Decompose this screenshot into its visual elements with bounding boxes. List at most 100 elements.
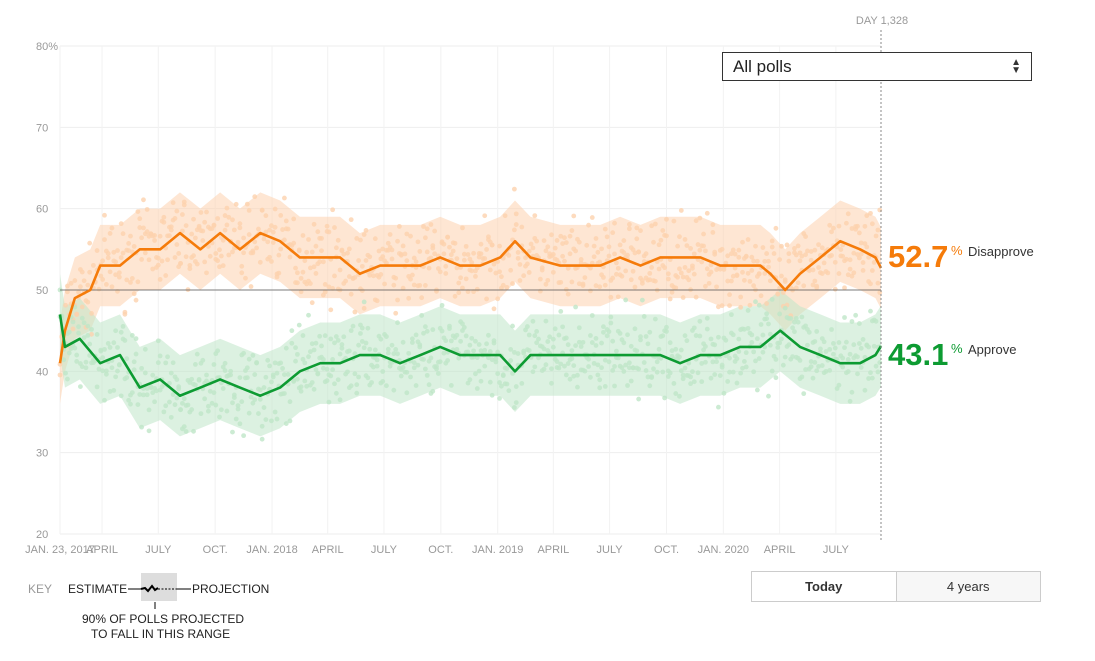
disapprove-poll-dot bbox=[359, 263, 365, 269]
disapprove-poll-dot bbox=[231, 227, 237, 233]
approve-poll-dot bbox=[634, 348, 640, 354]
disapprove-poll-dot bbox=[283, 218, 289, 224]
approve-poll-dot bbox=[139, 365, 145, 371]
approve-poll-dot bbox=[810, 375, 816, 381]
disapprove-poll-dot bbox=[805, 248, 810, 254]
approve-poll-dot bbox=[154, 388, 159, 394]
disapprove-poll-dot bbox=[113, 259, 119, 265]
disapprove-poll-dot bbox=[691, 271, 697, 277]
approve-poll-dot bbox=[294, 376, 300, 382]
disapprove-poll-dot bbox=[630, 268, 636, 274]
approve-poll-dot bbox=[309, 341, 315, 347]
disapprove-poll-dot bbox=[675, 243, 681, 249]
approve-poll-dot bbox=[426, 382, 432, 388]
approve-poll-dot bbox=[326, 399, 332, 405]
disapprove-poll-dot bbox=[799, 253, 805, 259]
approve-poll-dot bbox=[163, 403, 169, 409]
disapprove-poll-dot bbox=[569, 228, 575, 233]
disapprove-poll-dot bbox=[90, 262, 96, 268]
approve-poll-dot bbox=[482, 347, 488, 353]
approve-poll-dot bbox=[582, 368, 588, 374]
approve-poll-dot bbox=[361, 345, 367, 351]
disapprove-poll-dot bbox=[562, 235, 567, 241]
disapprove-poll-dot bbox=[680, 295, 686, 300]
disapprove-poll-dot bbox=[667, 296, 673, 302]
disapprove-poll-dot bbox=[389, 256, 395, 262]
disapprove-poll-dot bbox=[595, 249, 601, 255]
disapprove-poll-dot bbox=[684, 243, 690, 248]
approve-poll-dot bbox=[515, 351, 521, 356]
approve-poll-dot bbox=[779, 336, 784, 342]
disapprove-poll-dot bbox=[688, 246, 693, 251]
disapprove-poll-dot bbox=[810, 267, 816, 273]
disapprove-poll-dot bbox=[341, 251, 347, 257]
poll-filter-select[interactable]: All polls ▲ ▼ bbox=[722, 52, 1032, 81]
approve-poll-dot bbox=[102, 346, 107, 352]
disapprove-poll-dot bbox=[599, 246, 604, 252]
approve-poll-dot bbox=[664, 324, 669, 330]
disapprove-poll-dot bbox=[665, 276, 671, 282]
approve-poll-dot bbox=[818, 346, 823, 352]
approve-poll-dot bbox=[868, 308, 873, 314]
approve-poll-dot bbox=[873, 363, 879, 369]
approve-poll-dot bbox=[652, 316, 658, 322]
approve-poll-dot bbox=[259, 423, 265, 429]
disapprove-poll-dot bbox=[567, 251, 573, 257]
disapprove-poll-dot bbox=[307, 265, 313, 271]
disapprove-poll-dot bbox=[515, 255, 521, 261]
approve-poll-dot bbox=[576, 325, 582, 331]
disapprove-poll-dot bbox=[762, 271, 768, 276]
approve-poll-dot bbox=[849, 319, 855, 324]
disapprove-poll-dot bbox=[762, 258, 768, 264]
disapprove-poll-dot bbox=[109, 225, 115, 231]
approve-poll-dot bbox=[504, 366, 510, 371]
approve-poll-dot bbox=[391, 351, 397, 357]
approve-poll-dot bbox=[185, 402, 191, 408]
disapprove-poll-dot bbox=[332, 225, 337, 230]
approve-poll-dot bbox=[332, 340, 337, 346]
approve-poll-dot bbox=[621, 340, 627, 346]
disapprove-poll-dot bbox=[704, 210, 710, 216]
approve-poll-dot bbox=[109, 365, 115, 371]
disapprove-poll-dot bbox=[810, 282, 816, 288]
disapprove-poll-dot bbox=[163, 273, 169, 278]
approve-poll-dot bbox=[320, 357, 326, 362]
disapprove-poll-dot bbox=[549, 232, 554, 238]
approve-poll-dot bbox=[456, 355, 462, 361]
approve-poll-dot bbox=[70, 319, 76, 325]
approve-poll-dot bbox=[764, 311, 770, 317]
approve-poll-dot bbox=[422, 366, 428, 372]
x-tick-label: OCT. bbox=[654, 544, 679, 556]
today-button[interactable]: Today bbox=[752, 572, 897, 601]
approve-poll-dot bbox=[131, 367, 137, 373]
disapprove-poll-dot bbox=[545, 244, 551, 250]
disapprove-poll-dot bbox=[103, 281, 109, 287]
approve-poll-dot bbox=[165, 354, 170, 360]
approve-poll-dot bbox=[256, 411, 261, 416]
disapprove-poll-dot bbox=[632, 284, 638, 290]
disapprove-poll-dot bbox=[836, 271, 842, 276]
approve-poll-dot bbox=[322, 333, 328, 339]
approve-poll-dot bbox=[873, 318, 879, 324]
approve-poll-dot bbox=[545, 339, 551, 344]
disapprove-poll-dot bbox=[510, 281, 515, 286]
approve-poll-dot bbox=[192, 361, 198, 367]
approve-poll-dot bbox=[643, 368, 649, 373]
approve-poll-dot bbox=[827, 368, 833, 373]
disapprove-poll-dot bbox=[461, 257, 467, 263]
approve-poll-dot bbox=[643, 334, 649, 339]
disapprove-poll-dot bbox=[152, 232, 157, 238]
approve-poll-dot bbox=[146, 428, 152, 434]
disapprove-poll-dot bbox=[174, 208, 180, 214]
approve-poll-dot bbox=[441, 350, 447, 356]
disapprove-poll-dot bbox=[220, 237, 226, 243]
disapprove-poll-dot bbox=[233, 201, 239, 207]
approve-poll-dot bbox=[625, 383, 630, 388]
approve-poll-dot bbox=[690, 369, 695, 375]
four-years-button[interactable]: 4 years bbox=[896, 572, 1040, 601]
disapprove-poll-dot bbox=[445, 234, 451, 240]
approve-poll-dot bbox=[773, 375, 779, 381]
disapprove-poll-dot bbox=[784, 242, 790, 248]
approve-poll-dot bbox=[680, 376, 686, 382]
disapprove-poll-dot bbox=[141, 197, 146, 203]
